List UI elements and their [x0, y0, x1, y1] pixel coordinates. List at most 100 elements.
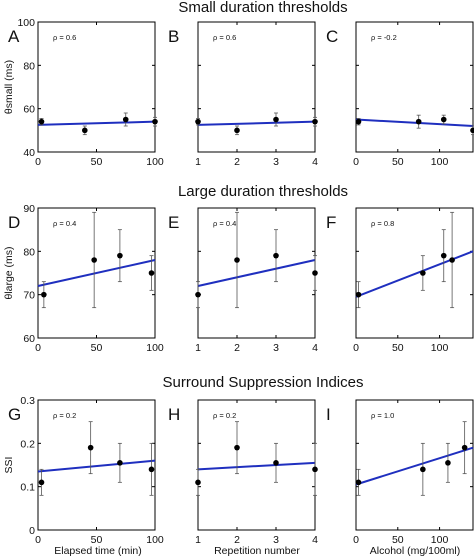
- data-point: [273, 460, 279, 466]
- data-point: [312, 270, 318, 276]
- x-tick-label: 1: [195, 534, 201, 546]
- x-tick-label: 0: [35, 534, 41, 546]
- rho-label: ρ = 0.6: [213, 33, 236, 42]
- x-tick-label: 50: [392, 534, 404, 546]
- xlabel-repetition: Repetition number: [214, 545, 300, 557]
- x-tick-label: 100: [431, 342, 449, 354]
- panel-c: 0 50 100 C ρ = -0.2: [326, 21, 474, 168]
- panel-letter: G: [8, 405, 21, 424]
- fit-line: [197, 461, 316, 471]
- data-point: [355, 479, 362, 486]
- panel-letter: A: [8, 27, 20, 46]
- x-tick-label: 100: [431, 156, 449, 168]
- data-point: [440, 116, 447, 123]
- x-tick-label: 100: [146, 342, 164, 354]
- rho-label: ρ = 0.2: [53, 411, 76, 420]
- panel-b: 1 2 3 4 B ρ = 0.6: [168, 21, 318, 168]
- data-point: [445, 460, 451, 466]
- x-tick-label: 2: [234, 156, 240, 168]
- y-tick-label: 40: [23, 147, 35, 159]
- xlabel-elapsed-time: Elapsed time (min): [54, 545, 142, 557]
- plot-frame: [355, 207, 474, 339]
- data-point: [415, 118, 422, 125]
- x-tick-label: 100: [431, 534, 449, 546]
- data-point: [440, 252, 447, 259]
- x-tick-label: 1: [195, 156, 201, 168]
- data-point: [234, 444, 240, 451]
- rho-label: ρ = 0.6: [53, 33, 76, 42]
- x-tick-label: 50: [392, 156, 404, 168]
- x-tick-label: 3: [273, 156, 279, 168]
- panel-letter: E: [168, 213, 179, 232]
- x-tick-label: 0: [353, 156, 359, 168]
- x-tick-label: 100: [146, 534, 164, 546]
- data-point: [117, 460, 123, 466]
- data-point: [234, 127, 240, 134]
- y-tick-label: 70: [23, 290, 35, 302]
- rho-label: ρ = 0.4: [53, 219, 76, 228]
- panel-d: 0 50 100 60 70 80 90 θlarge (ms) D ρ = 0.4: [3, 203, 164, 354]
- data-point: [312, 118, 318, 125]
- y-tick-label: 100: [17, 17, 35, 29]
- fit-line: [37, 120, 156, 126]
- data-point: [449, 257, 455, 263]
- panel-letter: H: [168, 405, 180, 424]
- x-tick-label: 4: [312, 534, 318, 546]
- data-point: [148, 466, 155, 473]
- y-tick-label: 60: [23, 333, 35, 345]
- rho-label: ρ = 1.0: [371, 411, 394, 420]
- panel-letter: I: [326, 405, 331, 424]
- xlabel-alcohol: Alcohol (mg/100ml): [370, 545, 460, 557]
- data-point: [38, 479, 45, 486]
- panel-g: 0 50 100 0 0.1 0.2 0.3 SSI G ρ = 0.2: [3, 395, 164, 546]
- fit-line: [37, 259, 156, 287]
- x-tick-label: 50: [91, 156, 103, 168]
- data-point: [355, 291, 362, 298]
- plot-frame: [197, 21, 316, 153]
- y-tick-label: 60: [23, 104, 35, 116]
- x-tick-label: 3: [273, 342, 279, 354]
- y-tick-label: 0.3: [20, 395, 35, 407]
- y-tick-label: 0.2: [20, 438, 35, 450]
- x-tick-label: 4: [312, 156, 318, 168]
- data-point: [420, 270, 426, 276]
- panel-letter: B: [168, 27, 179, 46]
- x-tick-label: 2: [234, 342, 240, 354]
- fit-line: [197, 120, 316, 126]
- x-tick-label: 50: [91, 534, 103, 546]
- x-tick-label: 1: [195, 342, 201, 354]
- panel-e: 1 2 3 4 E ρ = 0.4: [168, 207, 318, 354]
- data-point: [312, 466, 318, 473]
- data-point: [195, 479, 201, 486]
- y-axis-label: θsmall (ms): [3, 60, 15, 114]
- plot-frame: [355, 399, 474, 531]
- panel-h: 1 2 3 4 H ρ = 0.2: [168, 399, 318, 546]
- data-point: [152, 118, 158, 125]
- x-tick-label: 3: [273, 534, 279, 546]
- rho-label: ρ = 0.8: [371, 219, 394, 228]
- row-title-small: Small duration thresholds: [178, 0, 347, 16]
- y-tick-label: 0.1: [20, 482, 35, 494]
- data-point: [461, 444, 468, 451]
- x-tick-label: 0: [35, 342, 41, 354]
- x-tick-label: 50: [91, 342, 103, 354]
- rho-label: ρ = 0.4: [213, 219, 236, 228]
- data-point: [82, 127, 88, 134]
- panel-letter: F: [326, 213, 336, 232]
- row-title-large: Large duration thresholds: [178, 183, 348, 200]
- data-point: [420, 466, 426, 473]
- x-tick-label: 50: [392, 342, 404, 354]
- data-point: [38, 118, 45, 125]
- panel-a: 0 50 100 40 60 80 100 θsmall (ms) A ρ = 0.6: [3, 17, 164, 168]
- x-tick-label: 100: [146, 156, 164, 168]
- data-point: [91, 257, 97, 263]
- panel-letter: D: [8, 213, 20, 232]
- data-point: [195, 291, 201, 298]
- x-tick-label: 0: [35, 156, 41, 168]
- rho-label: ρ = 0.2: [213, 411, 236, 420]
- data-point: [195, 118, 201, 125]
- y-tick-label: 90: [23, 203, 35, 215]
- x-tick-label: 0: [353, 342, 359, 354]
